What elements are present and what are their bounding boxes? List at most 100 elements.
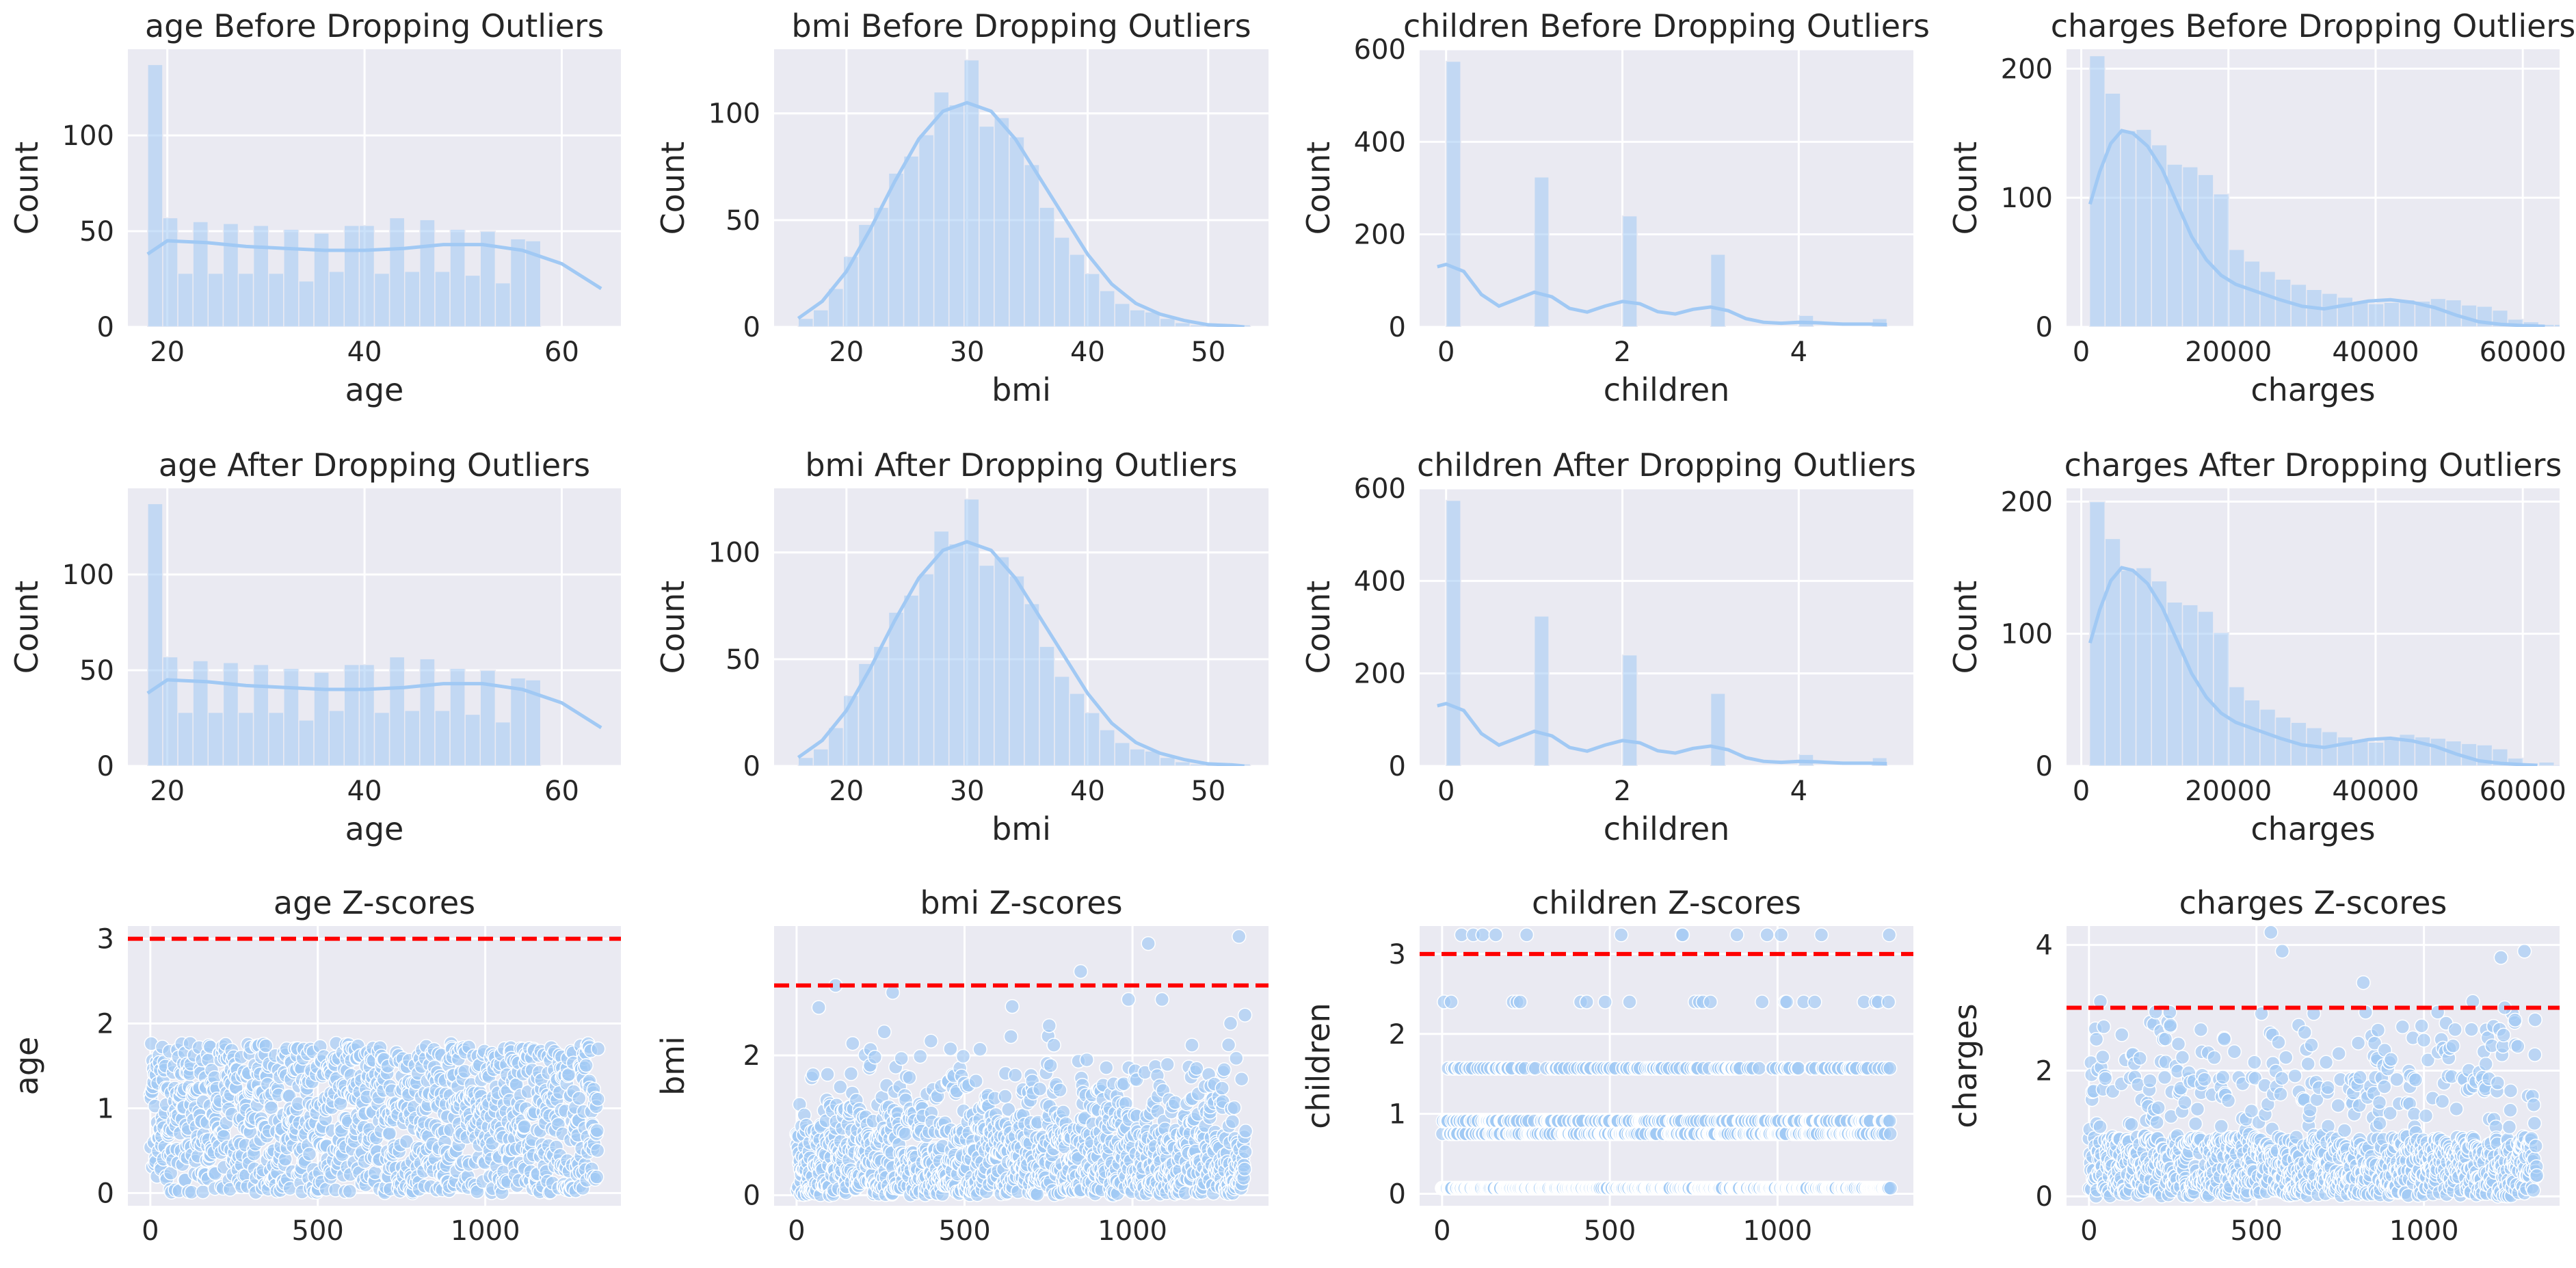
scatter-point (898, 1126, 913, 1141)
histogram-bar (2383, 302, 2400, 327)
x-tick-label: 20000 (2185, 776, 2272, 807)
y-tick-label: 3 (1389, 939, 1406, 970)
y-tick-label: 0 (743, 312, 760, 343)
plot-area (1420, 488, 1913, 766)
kde-line (1437, 262, 1887, 327)
histogram-bar (1099, 729, 1115, 766)
histogram-bar (1039, 646, 1055, 766)
histogram-bar (1445, 499, 1461, 766)
scatter-point (195, 1184, 211, 1200)
scatter-point (1597, 994, 1612, 1009)
y-tick-label: 0 (743, 751, 760, 782)
subplot-title: age Z-scores (274, 884, 475, 921)
histogram-bar (298, 719, 315, 766)
histogram-bar (328, 271, 345, 327)
histogram-bar (388, 217, 406, 327)
y-axis-label: Count (1300, 142, 1337, 235)
scatter-point (1579, 994, 1595, 1009)
histogram-bar (797, 317, 814, 327)
scatter-point (1007, 1068, 1023, 1083)
y-tick-label: 0 (97, 751, 114, 782)
scatter-point (1773, 927, 1789, 942)
histogram-bar (373, 272, 390, 327)
histogram-bar (948, 543, 965, 766)
scatter-point (968, 1073, 983, 1089)
y-tick-label: 200 (1354, 220, 1406, 251)
scatter-point (1475, 927, 1490, 942)
histogram-bar (1710, 254, 1726, 327)
scatter-point (2170, 1036, 2186, 1052)
scatter-point (517, 1119, 532, 1135)
histogram-bar (2367, 741, 2385, 766)
histogram-bar (162, 656, 178, 766)
histogram-bar (2367, 303, 2385, 327)
scatter-point (258, 1038, 274, 1053)
histogram-bar (1084, 712, 1100, 766)
x-axis-label: children (1604, 810, 1730, 847)
scatter-point (1488, 927, 1504, 942)
y-tick-label: 0 (1389, 1178, 1406, 1210)
y-tick-label: 0 (743, 1180, 760, 1212)
scatter-point (1881, 927, 1897, 942)
histogram-bar (827, 727, 845, 766)
histogram-bar (933, 530, 950, 766)
scatter-point (1807, 994, 1822, 1009)
histogram-bar (419, 658, 436, 766)
scatter-point (1238, 1124, 1253, 1139)
histogram-bar (963, 498, 980, 766)
scatter-point (1214, 1081, 1230, 1096)
histogram-bar (2352, 740, 2369, 766)
histogram-bar (1069, 254, 1085, 327)
histogram-bar (403, 710, 421, 766)
scatter-point (820, 1067, 835, 1082)
y-tick-label: 100 (2001, 183, 2053, 214)
scatter-point (2215, 1070, 2231, 1085)
histogram-bar (434, 710, 451, 766)
scatter-point (589, 1170, 605, 1185)
histogram-bar (1114, 741, 1130, 766)
y-tick-label: 0 (2036, 751, 2053, 782)
subplot-title: age Before Dropping Outliers (145, 8, 604, 44)
scatter-point (1729, 927, 1744, 942)
y-axis-label: children (1300, 1003, 1337, 1129)
x-tick-label: 2 (1614, 776, 1631, 807)
histogram-bar (888, 611, 905, 766)
histogram-bar (888, 172, 905, 327)
x-tick-label: 20000 (2185, 336, 2272, 368)
plot-content (128, 936, 621, 1201)
histogram-bar (177, 711, 194, 766)
histogram-bar (1445, 60, 1461, 327)
histogram-bar (1159, 756, 1176, 766)
plot-content (1420, 927, 1913, 1196)
histogram-bar (358, 224, 375, 327)
x-axis-label: bmi (992, 810, 1051, 847)
y-tick-label: 0 (97, 1178, 114, 1209)
scatter-point (1234, 1071, 1249, 1087)
scatter-point (399, 1134, 414, 1149)
scatter-point (806, 1067, 821, 1083)
x-tick-label: 40 (1070, 336, 1105, 368)
plot-content (1437, 499, 1888, 766)
x-tick-label: 500 (292, 1215, 344, 1247)
x-tick-label: 20 (829, 336, 864, 368)
x-tick-label: 1000 (1742, 1215, 1812, 1247)
y-axis-label: age (8, 1037, 45, 1096)
histogram-bar (873, 207, 890, 327)
scatter-point (2157, 1070, 2173, 1085)
histogram-bar (298, 280, 315, 327)
scatter-point (1883, 1180, 1898, 1196)
scatter-point (590, 1092, 605, 1107)
histogram-bar (873, 646, 890, 766)
y-tick-label: 50 (79, 216, 114, 248)
scatter-point (845, 1035, 860, 1051)
scatter-point (2247, 1055, 2262, 1070)
scatter-point (1675, 927, 1690, 942)
histogram-bar (2553, 323, 2560, 327)
histogram-bar (933, 91, 950, 327)
y-tick-label: 0 (97, 312, 114, 343)
histogram-bar (2337, 296, 2354, 327)
x-tick-label: 60000 (2480, 336, 2566, 368)
